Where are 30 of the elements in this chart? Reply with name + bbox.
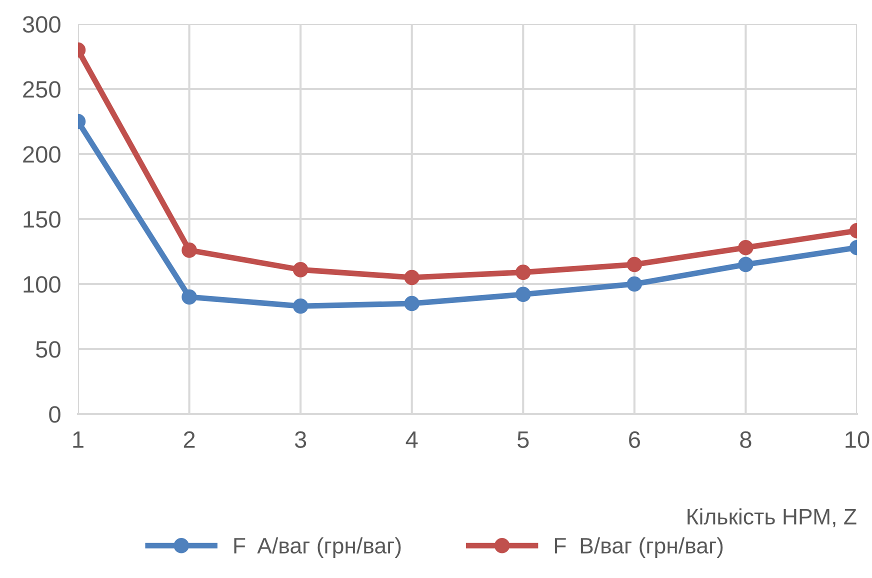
point [182,289,197,305]
y-tick-label: 100 [24,276,60,293]
y-tick-label: 250 [23,81,60,98]
point [738,240,754,256]
legend-label: F A/ваг (грн/ваг) [234,537,401,558]
y-tick-label: 200 [23,146,60,163]
x-tick-label: 5 [518,432,529,448]
point [626,256,642,272]
y-tick-label: 0 [49,406,60,423]
x-tick-label: 6 [629,431,640,448]
point [404,296,420,312]
x-axis-title: Кількість НРМ, Z [688,508,856,528]
point [292,262,308,278]
point [516,264,531,280]
x-tick-label: 10 [846,431,870,448]
point [516,286,531,302]
legend-label: F B/ваг (грн/ваг) [554,537,723,558]
point [738,256,754,272]
point [182,242,197,258]
x-tick-label: 1 [73,432,84,448]
y-tick-label: 300 [22,16,60,33]
point [404,270,420,286]
point [292,298,308,314]
y-tick-label: 150 [24,211,60,228]
x-tick-label: 2 [184,431,195,448]
y-tick-label: 50 [36,341,60,358]
x-tick-label: 8 [740,431,752,448]
x-tick-label: 4 [406,432,418,448]
x-tick-label: 3 [294,431,306,448]
point [626,276,642,292]
